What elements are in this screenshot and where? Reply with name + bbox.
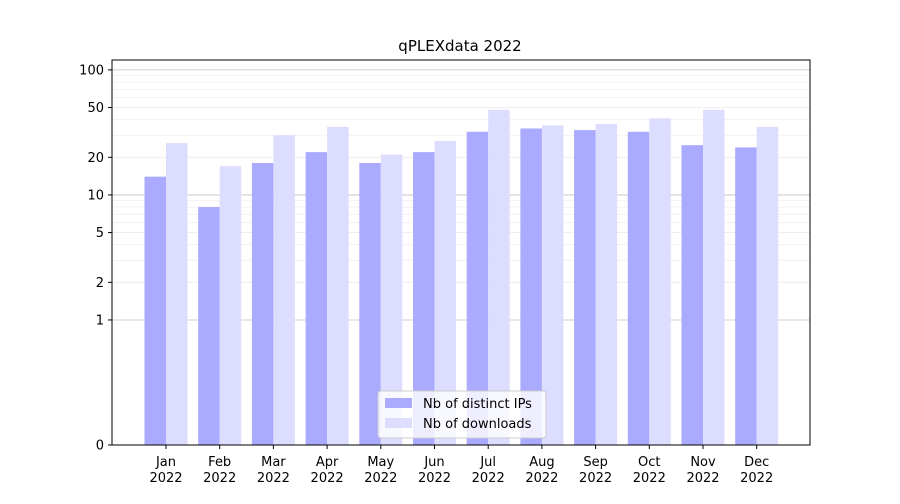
bar [359, 163, 381, 445]
legend-swatch [385, 398, 412, 408]
y-tick-label: 50 [87, 101, 104, 116]
legend-label: Nb of downloads [423, 417, 532, 432]
plot-frame [111, 59, 811, 446]
y-tick-label: 1 [96, 313, 104, 328]
bar [681, 145, 703, 445]
legend-swatch [385, 418, 412, 428]
x-tick-label: Jul 2022 [472, 455, 505, 486]
y-tick-label: 10 [87, 188, 104, 203]
x-tick-label: Mar 2022 [257, 455, 290, 486]
bar [327, 126, 349, 446]
x-tick-label: Dec 2022 [740, 455, 773, 486]
bar [413, 152, 435, 445]
bar [627, 131, 650, 445]
bar [466, 131, 489, 445]
bar [703, 109, 725, 445]
bar [595, 123, 618, 445]
x-tick-label: Jan 2022 [149, 455, 182, 486]
x-tick-label: Aug 2022 [525, 455, 558, 486]
legend-box [377, 390, 547, 439]
x-tick-label: Sep 2022 [579, 455, 612, 486]
y-tick-label: 100 [79, 63, 104, 78]
x-tick-label: May 2022 [364, 455, 397, 486]
x-tick-label: Apr 2022 [311, 455, 344, 486]
bar [166, 143, 188, 445]
y-tick-label: 2 [96, 276, 104, 291]
x-axis: Jan 2022 Feb 2022 Mar 2022 Apr 2022 May 2022 Jun 20… [149, 445, 773, 486]
bar [520, 128, 542, 445]
bar [574, 130, 596, 445]
legend: Nb of distinct IPs Nb of downloads [377, 390, 547, 439]
bar [735, 147, 757, 446]
bar [305, 152, 328, 445]
bar [219, 166, 242, 445]
bar [251, 163, 274, 445]
legend-label: Nb of distinct IPs [423, 397, 532, 412]
bar [649, 118, 671, 445]
bar [198, 207, 220, 445]
bar [380, 154, 403, 446]
x-tick-label: Oct 2022 [633, 455, 666, 486]
bar [756, 126, 779, 446]
bars [144, 109, 779, 446]
y-tick-label: 20 [87, 151, 104, 166]
chart-title: qPLEXdata 2022 [398, 37, 521, 55]
y-tick-label: 0 [96, 439, 104, 454]
bar [541, 125, 564, 445]
bar [273, 135, 295, 445]
y-tick-label: 5 [96, 226, 104, 241]
y-axis: 0 1 2 5 10 20 50 100 [79, 63, 112, 454]
x-tick-label: Nov 2022 [686, 455, 719, 486]
x-tick-label: Feb 2022 [203, 455, 236, 486]
bar [144, 176, 166, 445]
x-tick-label: Jun 2022 [418, 455, 451, 486]
bar [434, 140, 456, 445]
bar [488, 109, 510, 445]
